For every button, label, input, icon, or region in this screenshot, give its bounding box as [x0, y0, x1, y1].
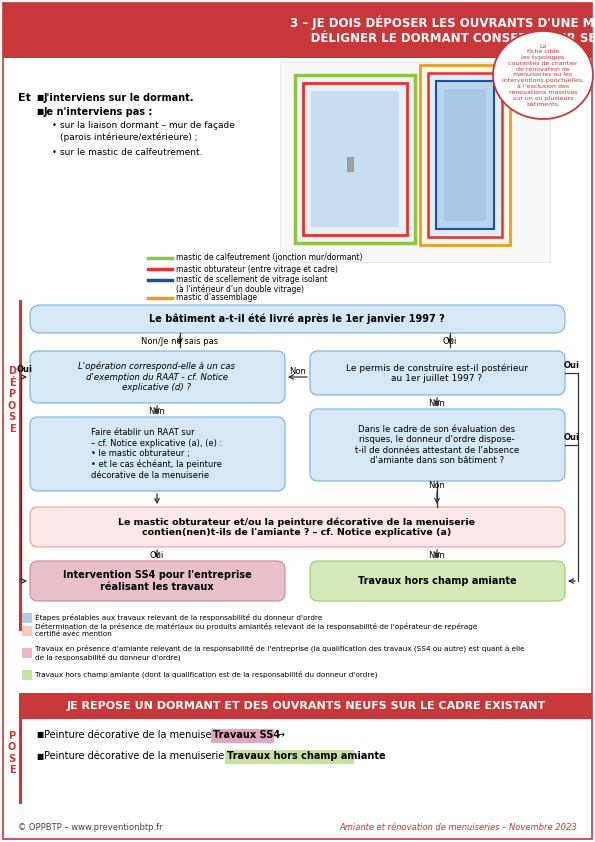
- Text: Je n'interviens pas :: Je n'interviens pas :: [44, 107, 154, 117]
- Text: Non: Non: [428, 551, 446, 559]
- Text: Oui: Oui: [564, 361, 580, 370]
- Text: © OPPBTP – www.preventionbtp.fr: © OPPBTP – www.preventionbtp.fr: [18, 823, 162, 833]
- Bar: [21, 693, 592, 719]
- Bar: [280, 62, 550, 262]
- Text: Oui: Oui: [150, 551, 164, 559]
- Text: ■: ■: [36, 93, 43, 102]
- Text: Travaux hors champ amiante: Travaux hors champ amiante: [358, 576, 516, 586]
- Bar: [3, 3, 592, 58]
- Text: Travaux hors champ amiante: Travaux hors champ amiante: [227, 751, 386, 761]
- Text: ■: ■: [36, 731, 43, 739]
- Text: Le bâtiment a-t-il été livré après le 1er janvier 1997 ?: Le bâtiment a-t-il été livré après le 1e…: [149, 314, 445, 324]
- Text: Amiante et rénovation de menuiseries – Novembre 2023: Amiante et rénovation de menuiseries – N…: [339, 823, 577, 833]
- Text: ■: ■: [36, 107, 43, 116]
- Text: Non: Non: [290, 366, 306, 376]
- FancyBboxPatch shape: [310, 561, 565, 601]
- Bar: [22, 613, 31, 622]
- Text: Peinture décorative de la menuiserie amiantée →: Peinture décorative de la menuiserie ami…: [44, 730, 288, 740]
- Bar: [211, 729, 273, 742]
- Text: Le mastic obturateur et/ou la peinture décorative de la menuiserie
contien(nen)t: Le mastic obturateur et/ou la peinture d…: [118, 517, 475, 537]
- FancyBboxPatch shape: [30, 561, 285, 601]
- Text: sur la liaison dormant – mur de façade: sur la liaison dormant – mur de façade: [60, 121, 235, 130]
- Text: L'opération correspond-elle à un cas
d'exemption du RAAT - cf. Notice
explicativ: L'opération correspond-elle à un cas d'e…: [79, 362, 236, 392]
- Bar: [19, 693, 21, 803]
- FancyBboxPatch shape: [30, 351, 285, 403]
- Text: P
O
S
E: P O S E: [8, 731, 16, 775]
- Bar: [420, 65, 510, 245]
- Text: mastic de scellement de vitrage isolant: mastic de scellement de vitrage isolant: [176, 275, 328, 285]
- Text: mastic obturateur (entre vitrage et cadre): mastic obturateur (entre vitrage et cadr…: [176, 264, 338, 274]
- Text: La
fiche cible
les typologies
courantes de chantier
de rénovation de
menuiseries: La fiche cible les typologies courantes …: [502, 44, 584, 106]
- Text: 3 – JE DOIS DÉPOSER LES OUVRANTS D'UNE MENUISERIE ET: 3 – JE DOIS DÉPOSER LES OUVRANTS D'UNE M…: [290, 16, 595, 30]
- Text: J'interviens sur le dormant.: J'interviens sur le dormant.: [44, 93, 195, 103]
- Bar: [428, 73, 502, 237]
- FancyBboxPatch shape: [30, 507, 565, 547]
- Text: Détermination de la présence de matériaux ou produits amiantés relevant de la re: Détermination de la présence de matériau…: [35, 623, 477, 637]
- Bar: [295, 75, 415, 243]
- Text: Oui: Oui: [443, 337, 457, 345]
- Text: •: •: [52, 148, 57, 157]
- Text: JE REPOSE UN DORMANT ET DES OUVRANTS NEUFS SUR LE CADRE EXISTANT: JE REPOSE UN DORMANT ET DES OUVRANTS NEU…: [67, 701, 546, 711]
- Text: Faire établir un RAAT sur
– cf. Notice explicative (a), (e) :
• le mastic obtura: Faire établir un RAAT sur – cf. Notice e…: [92, 429, 223, 480]
- Text: Travaux hors champ amiante (dont la qualification est de la responsabilité du do: Travaux hors champ amiante (dont la qual…: [35, 671, 377, 679]
- Text: Intervention SS4 pour l'entreprise
réalisant les travaux: Intervention SS4 pour l'entreprise réali…: [62, 570, 251, 592]
- Bar: [311, 91, 399, 227]
- Text: DÉLIGNER LE DORMANT CONSERVÉ SUR SES QUATRE CÔTÉS: DÉLIGNER LE DORMANT CONSERVÉ SUR SES QUA…: [290, 31, 595, 45]
- Bar: [436, 81, 494, 229]
- Text: Et: Et: [18, 93, 31, 103]
- Bar: [303, 83, 407, 235]
- Text: Travaux SS4: Travaux SS4: [213, 730, 280, 740]
- FancyBboxPatch shape: [310, 351, 565, 395]
- Bar: [22, 670, 31, 679]
- Bar: [444, 89, 486, 221]
- Text: (à l'intérieur d'un double vitrage): (à l'intérieur d'un double vitrage): [176, 285, 304, 294]
- Text: ■: ■: [36, 752, 43, 760]
- Text: Oui: Oui: [17, 365, 33, 374]
- Text: Non: Non: [149, 407, 165, 415]
- Text: •: •: [52, 121, 57, 130]
- Ellipse shape: [493, 31, 593, 119]
- Text: mastic d'assemblage: mastic d'assemblage: [176, 294, 257, 302]
- Bar: [22, 626, 31, 635]
- Text: mastic de calfeutrement (jonction mur/dormant): mastic de calfeutrement (jonction mur/do…: [176, 253, 362, 263]
- FancyBboxPatch shape: [30, 305, 565, 333]
- FancyBboxPatch shape: [310, 409, 565, 481]
- Bar: [22, 648, 31, 657]
- Text: Travaux en présence d'amiante relevant de la responsabilité de l'entreprise (la : Travaux en présence d'amiante relevant d…: [35, 644, 525, 661]
- Text: Non/Je ne sais pas: Non/Je ne sais pas: [142, 337, 218, 345]
- Text: Dans le cadre de son évaluation des
risques, le donneur d'ordre dispose-
t-il de: Dans le cadre de son évaluation des risq…: [355, 425, 519, 465]
- Text: Oui: Oui: [564, 434, 580, 443]
- Text: Étapes préalables aux travaux relevant de la responsabilité du donneur d'ordre: Étapes préalables aux travaux relevant d…: [35, 614, 322, 621]
- Bar: [19, 300, 21, 630]
- Text: Le permis de construire est-il postérieur
au 1er juillet 1997 ?: Le permis de construire est-il postérieu…: [346, 363, 528, 383]
- Text: Non: Non: [428, 481, 446, 489]
- Bar: [225, 750, 353, 763]
- FancyBboxPatch shape: [30, 417, 285, 491]
- Text: Peinture décorative de la menuiserie non amiantée →: Peinture décorative de la menuiserie non…: [44, 751, 309, 761]
- Text: (parois intérieure/extérieure) ;: (parois intérieure/extérieure) ;: [60, 133, 198, 142]
- Text: D
É
P
O
S
E: D É P O S E: [8, 366, 16, 434]
- Text: sur le mastic de calfeutrement.: sur le mastic de calfeutrement.: [60, 148, 202, 157]
- Bar: [347, 157, 353, 171]
- Text: Non: Non: [428, 398, 446, 408]
